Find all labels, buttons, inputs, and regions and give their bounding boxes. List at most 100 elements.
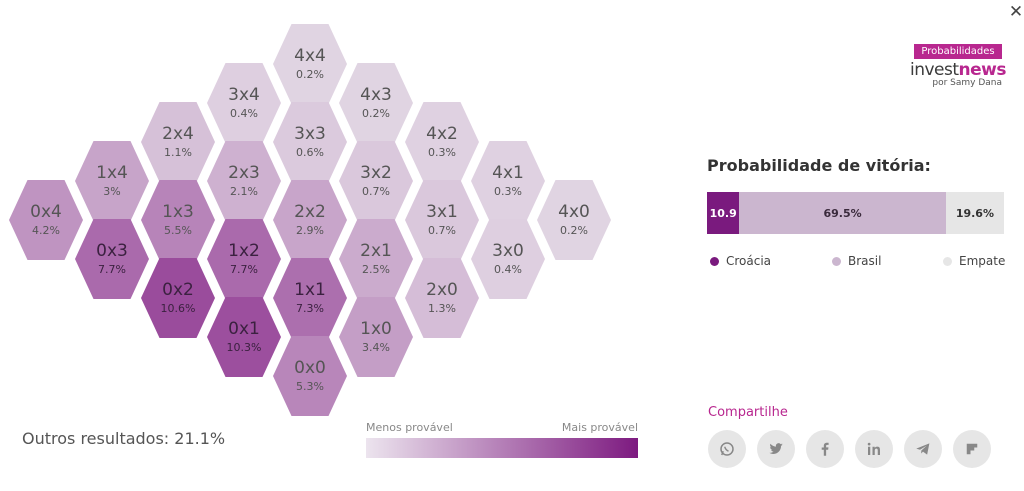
score-hex-3x3: 3x3 0.6% (273, 102, 347, 182)
logo-brand: investnews (910, 60, 1007, 80)
legend-label-croacia: Croácia (726, 254, 772, 268)
hex-probability-label: 7.3% (296, 302, 324, 315)
score-hex-2x2: 2x2 2.9% (273, 180, 347, 260)
share-twitter-button[interactable] (757, 430, 795, 468)
score-hex-1x0: 1x0 3.4% (339, 297, 413, 377)
score-hex-2x1: 2x1 2.5% (339, 219, 413, 299)
hex-score-label: 2x0 (426, 280, 458, 300)
hex-score-label: 2x2 (294, 202, 326, 222)
hex-probability-label: 10.3% (226, 341, 262, 354)
hex-score-label: 4x2 (426, 124, 458, 144)
linkedin-icon (867, 442, 880, 455)
logo-tag: Probabilidades (914, 44, 1002, 59)
legend-dot-croacia (710, 256, 719, 266)
score-hex-1x4: 1x4 3% (75, 141, 149, 221)
hex-score-label: 2x3 (228, 163, 260, 183)
share-flipboard-button[interactable] (953, 430, 991, 468)
hex-probability-label: 0.2% (560, 224, 588, 237)
logo-brand-invest: invest (910, 60, 959, 80)
segment-empate: 19.6% (945, 192, 1005, 234)
score-hex-0x3: 0x3 7.7% (75, 219, 149, 299)
hex-probability-label: 0.4% (230, 107, 258, 120)
legend-label-empate: Empate (959, 254, 1006, 268)
score-hex-4x2: 4x2 0.3% (405, 102, 479, 182)
segment-croacia: 10.9 (707, 192, 740, 234)
score-hex-0x2: 0x2 10.6% (141, 258, 215, 338)
hex-score-label: 4x0 (558, 202, 590, 222)
hex-probability-label: 0.3% (428, 146, 456, 159)
hex-score-label: 0x3 (96, 241, 128, 261)
win-probability-bar: 10.9 69.5% 19.6% (707, 192, 1005, 234)
score-hex-0x1: 0x1 10.3% (207, 297, 281, 377)
hex-score-label: 4x4 (294, 46, 326, 66)
flipboard-icon (966, 443, 978, 455)
hex-probability-label: 0.6% (296, 146, 324, 159)
hex-score-label: 1x4 (96, 163, 128, 183)
share-linkedin-button[interactable] (855, 430, 893, 468)
score-hex-3x4: 3x4 0.4% (207, 63, 281, 143)
hex-score-label: 1x0 (360, 319, 392, 339)
hex-score-label: 0x4 (30, 202, 62, 222)
score-hex-3x1: 3x1 0.7% (405, 180, 479, 260)
hex-probability-label: 3% (103, 185, 121, 198)
scale-less-label: Menos provável (366, 421, 453, 434)
hex-probability-label: 7.7% (98, 263, 126, 276)
hex-score-label: 4x1 (492, 163, 524, 183)
hex-probability-label: 0.4% (494, 263, 522, 276)
hex-score-label: 4x3 (360, 85, 392, 105)
score-hex-2x0: 2x0 1.3% (405, 258, 479, 338)
others-results: Outros resultados: 21.1% (22, 429, 226, 448)
logo-brand-news: news (958, 60, 1007, 80)
hex-probability-label: 10.6% (160, 302, 196, 315)
score-hex-1x2: 1x2 7.7% (207, 219, 281, 299)
score-hex-3x2: 3x2 0.7% (339, 141, 413, 221)
legend-dot-brasil (832, 256, 841, 266)
hex-score-label: 0x2 (162, 280, 194, 300)
hex-score-label: 1x1 (294, 280, 326, 300)
probability-title: Probabilidade de vitória: (707, 156, 931, 175)
hex-probability-label: 2.9% (296, 224, 324, 237)
legend-label-brasil: Brasil (848, 254, 882, 268)
share-facebook-button[interactable] (806, 430, 844, 468)
hex-probability-label: 1.3% (428, 302, 456, 315)
logo-byline: por Samy Dana (932, 78, 1002, 88)
hex-probability-label: 5.5% (164, 224, 192, 237)
hex-probability-label: 2.5% (362, 263, 390, 276)
hex-score-label: 1x2 (228, 241, 260, 261)
investnews-logo: Probabilidades investnews por Samy Dana (910, 44, 1007, 88)
hex-score-label: 2x1 (360, 241, 392, 261)
probability-legend: Croácia Brasil Empate (710, 254, 1006, 270)
score-hex-4x0: 4x0 0.2% (537, 180, 611, 260)
score-hex-3x0: 3x0 0.4% (471, 219, 545, 299)
hex-probability-label: 1.1% (164, 146, 192, 159)
segment-brasil: 69.5% (739, 192, 946, 234)
scale-more-label: Mais provável (561, 421, 638, 434)
share-telegram-button[interactable] (904, 430, 942, 468)
hex-score-label: 1x3 (162, 202, 194, 222)
score-hex-1x3: 1x3 5.5% (141, 180, 215, 260)
hex-score-label: 3x4 (228, 85, 260, 105)
close-icon[interactable]: ✕ (1008, 2, 1024, 22)
share-whatsapp-button[interactable] (708, 430, 746, 468)
hex-score-label: 3x1 (426, 202, 458, 222)
hex-score-label: 0x0 (294, 358, 326, 378)
hex-probability-label: 3.4% (362, 341, 390, 354)
score-hex-0x4: 0x4 4.2% (9, 180, 83, 260)
legend-dot-empate (943, 256, 952, 266)
score-hex-2x3: 2x3 2.1% (207, 141, 281, 221)
score-hex-4x1: 4x1 0.3% (471, 141, 545, 221)
hex-probability-label: 0.3% (494, 185, 522, 198)
hex-probability-label: 4.2% (32, 224, 60, 237)
hex-probability-label: 2.1% (230, 185, 258, 198)
telegram-icon (916, 443, 930, 455)
hex-probability-label: 0.2% (296, 68, 324, 81)
hex-score-label: 2x4 (162, 124, 194, 144)
hex-probability-label: 7.7% (230, 263, 258, 276)
legend-item-empate: Empate (943, 254, 1005, 268)
facebook-icon (821, 442, 829, 456)
share-title: Compartilhe (708, 405, 788, 420)
hex-probability-label: 0.7% (428, 224, 456, 237)
score-hex-4x3: 4x3 0.2% (339, 63, 413, 143)
score-hex-0x0: 0x0 5.3% (273, 336, 347, 416)
twitter-icon (769, 443, 783, 454)
